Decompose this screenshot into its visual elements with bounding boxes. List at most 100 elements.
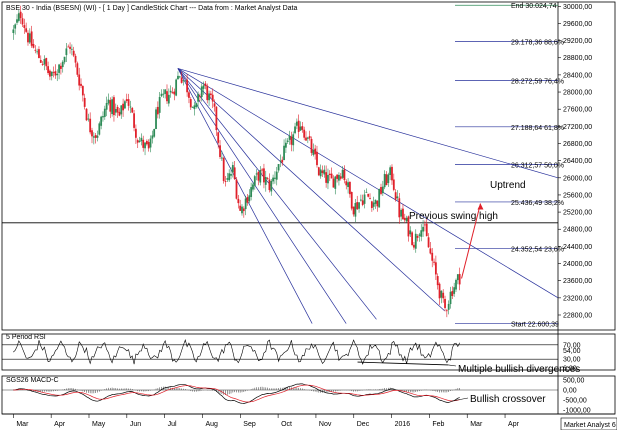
candle	[431, 247, 434, 268]
candle	[74, 53, 77, 68]
candle-body	[385, 174, 388, 186]
candle	[147, 139, 150, 152]
y-tick-label: 28400,00	[563, 72, 592, 79]
y-tick-label: 29200,00	[563, 38, 592, 45]
candle	[47, 61, 50, 76]
rsi-line	[13, 339, 460, 365]
candle-body	[32, 43, 35, 48]
candle	[14, 23, 17, 35]
candle	[370, 200, 373, 212]
y-tick-label: 28000,00	[563, 90, 592, 97]
candle	[407, 215, 410, 242]
candle-body	[81, 86, 84, 96]
annotation-bullish-divergences: Multiple bullish divergences	[458, 364, 580, 375]
fib-level-label: 25.436,49 38,2%	[511, 200, 564, 207]
candle-body	[230, 174, 232, 176]
rsi-tick-label: 54,00	[563, 348, 581, 355]
candles-layer	[12, 5, 461, 318]
candle	[354, 199, 357, 222]
candle	[107, 93, 110, 106]
candle	[411, 231, 414, 247]
fan-line	[177, 68, 445, 311]
y-tick-label: 24400,00	[563, 244, 592, 251]
candle-body	[209, 93, 212, 96]
candle	[197, 91, 199, 109]
candle	[237, 194, 240, 209]
x-tick-label: Dec	[357, 421, 370, 428]
candle	[409, 226, 412, 238]
candle	[286, 138, 289, 144]
candle-body	[36, 51, 39, 53]
candle-body	[118, 111, 121, 116]
candle-body	[91, 130, 93, 137]
candle-body	[111, 99, 114, 115]
candle-body	[391, 166, 393, 181]
candle-body	[303, 129, 306, 138]
candle	[272, 174, 274, 185]
candle	[255, 169, 258, 181]
candle	[325, 165, 328, 188]
candle-body	[116, 106, 119, 113]
candle	[283, 139, 285, 161]
candle-body	[374, 199, 377, 204]
candle	[173, 88, 176, 101]
x-tick-label: Oct	[281, 421, 292, 428]
candle	[297, 114, 300, 139]
candle	[145, 139, 148, 146]
candle	[343, 165, 346, 184]
annotation-bullish-crossover: Bullish crossover	[470, 394, 546, 405]
candle	[434, 255, 437, 280]
candle-body	[200, 86, 203, 98]
candle	[263, 163, 265, 189]
candle-body	[361, 200, 364, 205]
candle	[200, 83, 203, 102]
candle	[206, 83, 209, 104]
candle-body	[264, 177, 267, 185]
candle-body	[407, 216, 410, 237]
candle	[316, 145, 318, 168]
candle-body	[78, 74, 81, 86]
candle	[127, 93, 130, 111]
candle	[30, 25, 33, 48]
candle-body	[284, 142, 287, 148]
candle	[103, 105, 106, 120]
candle	[98, 121, 101, 136]
candle	[171, 87, 174, 94]
candle	[444, 295, 446, 312]
candle	[230, 167, 232, 180]
candle-body	[316, 151, 318, 166]
x-tick-label: Mar	[470, 421, 483, 428]
candle	[186, 74, 189, 97]
y-tick-label: 23200,00	[563, 295, 592, 302]
candle-body	[217, 132, 220, 143]
candle	[76, 61, 79, 78]
candle	[279, 154, 282, 168]
candle-body	[414, 233, 417, 249]
candle-body	[158, 96, 161, 113]
candle-body	[80, 83, 82, 86]
candle	[125, 93, 128, 103]
candle	[109, 97, 112, 119]
candle-body	[191, 106, 194, 108]
candle-body	[349, 181, 351, 195]
candle-body	[136, 140, 139, 143]
candle	[211, 88, 214, 109]
candle	[387, 172, 390, 187]
candle-body	[341, 169, 344, 178]
candle-body	[208, 93, 210, 101]
candle	[136, 138, 139, 149]
candle	[23, 18, 26, 34]
candle-body	[266, 178, 269, 179]
candle	[244, 195, 247, 216]
annotation-uptrend: Uptrend	[490, 180, 526, 191]
candle-body	[162, 93, 165, 95]
candle	[323, 165, 326, 178]
candle-body	[202, 85, 205, 89]
candle-body	[279, 160, 282, 162]
candle-body	[65, 48, 68, 56]
candle	[312, 143, 315, 157]
fib-level-label: 27.188,64 61,8%	[511, 125, 564, 132]
fan-line	[177, 68, 377, 320]
candle	[455, 278, 457, 293]
macd-tick-label: -1000,00	[563, 408, 591, 415]
